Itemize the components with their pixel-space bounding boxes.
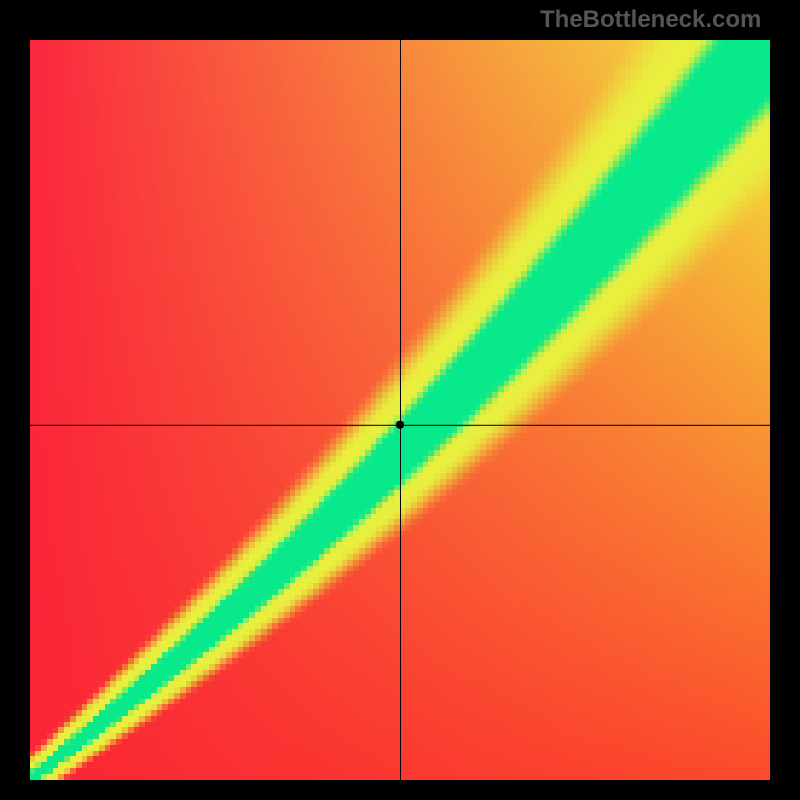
watermark-text: TheBottleneck.com: [540, 6, 761, 34]
heatmap-region: [30, 40, 770, 780]
heatmap-canvas: [30, 40, 770, 780]
